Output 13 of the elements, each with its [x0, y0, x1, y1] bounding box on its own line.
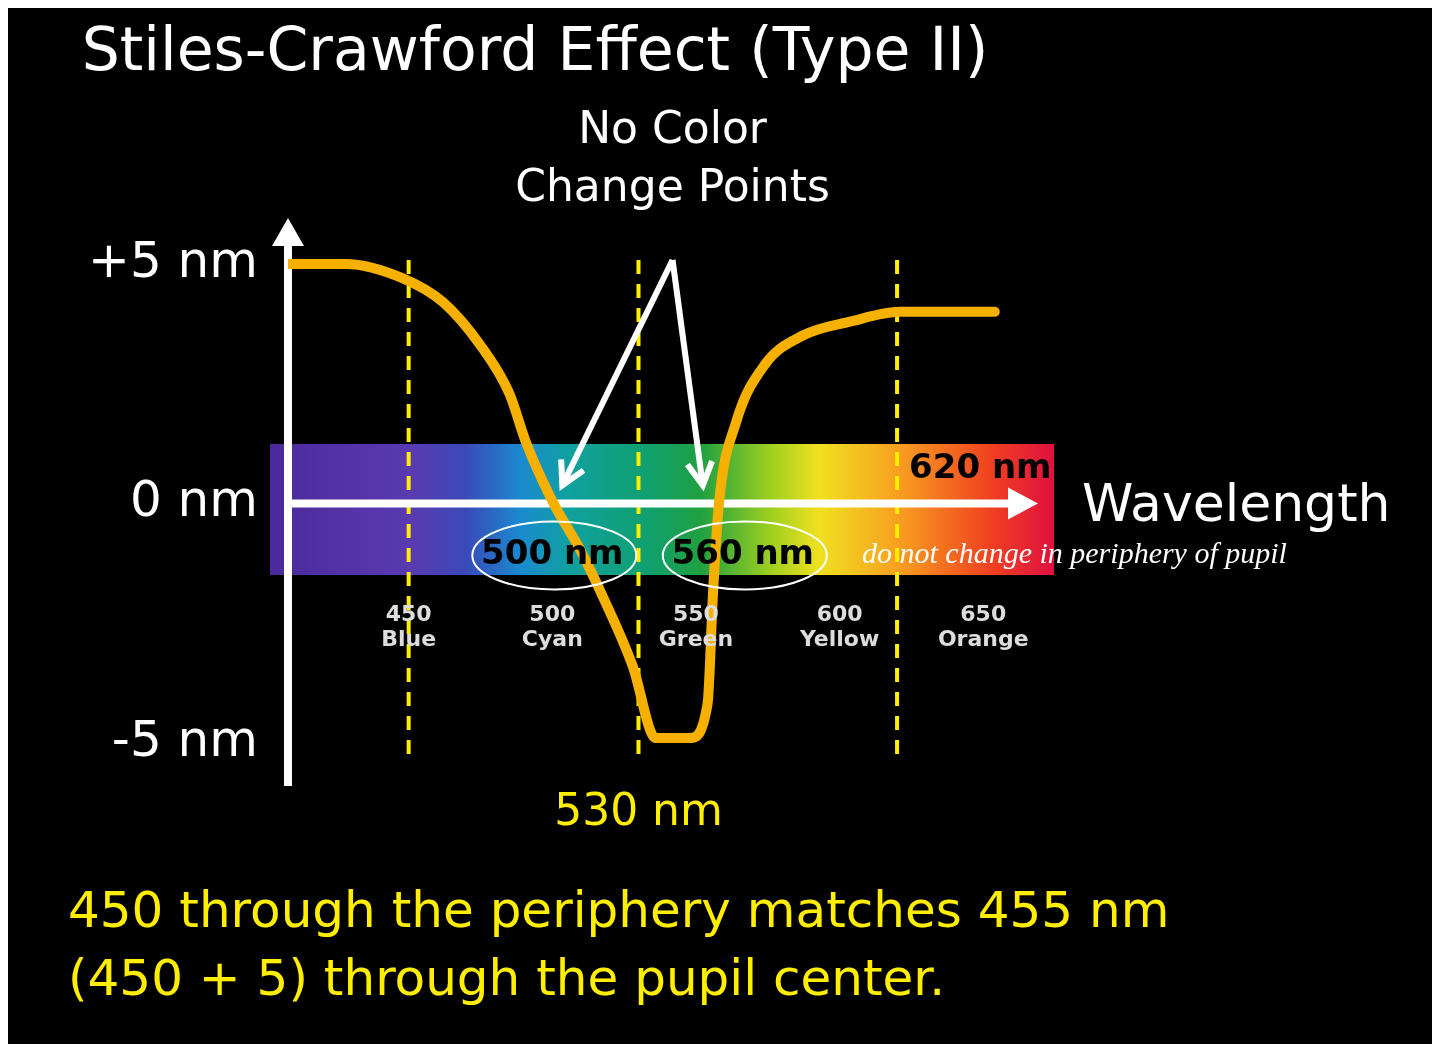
y-tick-label: +5 nm	[88, 230, 258, 289]
x-axis-title: Wavelength	[1082, 472, 1391, 533]
text: No Color Change Points	[515, 102, 830, 212]
ref-line-label: 530 nm	[554, 784, 723, 836]
y-tick-label: 0 nm	[129, 470, 258, 529]
x-tick-label: 600 Yellow	[798, 601, 880, 652]
x-tick-label: 450 Blue	[381, 601, 437, 652]
x-tick-label: 650 Orange	[937, 601, 1029, 652]
chart-title: Stiles-Crawford Effect (Type II)	[81, 13, 989, 84]
y-tick-label: -5 nm	[111, 709, 258, 768]
x-tick-label: 500 Cyan	[521, 601, 583, 652]
text: 450 through the periphery matches 455 nm (450 + 5) through the pupil center.	[68, 880, 1170, 1007]
ref-line-label: 620 nm	[909, 446, 1052, 487]
